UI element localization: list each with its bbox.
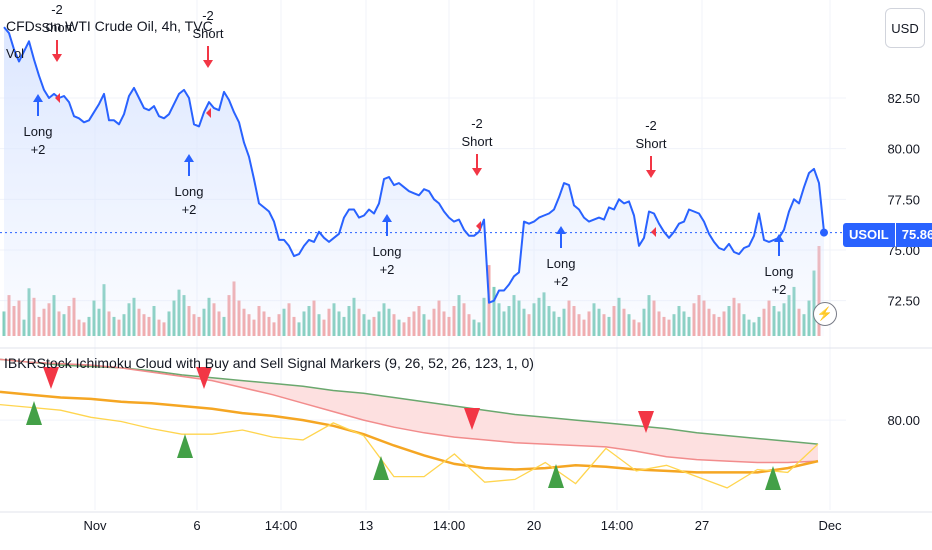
x-tick-label: 14:00 xyxy=(601,518,634,533)
volume-label: Vol xyxy=(6,46,25,61)
x-tick-label: 27 xyxy=(695,518,709,533)
indicator-title: IBKRStock Ichimoku Cloud with Buy and Se… xyxy=(4,355,534,371)
y-tick-label: 72.50 xyxy=(887,294,920,309)
short-arrow-head xyxy=(472,168,482,176)
signal-long-size: +2 xyxy=(31,142,46,157)
x-tick-label: 20 xyxy=(527,518,541,533)
short-arrow-head xyxy=(52,54,62,62)
signal-long-size: +2 xyxy=(554,274,569,289)
long-arrow-head xyxy=(382,214,392,222)
ichimoku-cloud xyxy=(0,359,818,463)
signal-short-size: -2 xyxy=(471,116,483,131)
sell-marker xyxy=(196,367,212,389)
last-price-tag: USOIL 75.86 xyxy=(843,223,932,247)
y-tick-label: 80.00 xyxy=(887,142,920,157)
signal-short-size: -2 xyxy=(645,118,657,133)
long-arrow-head xyxy=(774,234,784,242)
tenkan-line xyxy=(0,403,819,489)
x-tick-label: 6 xyxy=(193,518,200,533)
signal-short-label: Short xyxy=(192,26,223,41)
chart-title: CFDs on WTI Crude Oil, 4h, TVC xyxy=(6,18,213,34)
sell-marker xyxy=(638,411,654,433)
price-area-fill xyxy=(4,27,824,336)
price-line xyxy=(3,26,825,304)
ichimoku-indicator xyxy=(0,358,819,490)
signal-long-size: +2 xyxy=(772,282,787,297)
x-tick-label: 13 xyxy=(359,518,373,533)
ind-y-tick-label: 80.00 xyxy=(887,413,920,428)
x-tick-label: 14:00 xyxy=(265,518,298,533)
senkou-span-a-line xyxy=(0,358,819,464)
signal-long-label: Long xyxy=(373,244,402,259)
long-arrow-head xyxy=(556,226,566,234)
order-marker xyxy=(55,93,60,103)
buy-marker xyxy=(765,466,781,490)
trade-signal-markers: -2 Short Long +2 -2 Short Long +2 Long +2 -2 Short L… xyxy=(24,2,794,297)
x-tick-label: Nov xyxy=(83,518,107,533)
signal-long-size: +2 xyxy=(380,262,395,277)
price-line-series xyxy=(0,26,843,304)
sell-marker xyxy=(43,367,59,389)
long-arrow-head xyxy=(184,154,194,162)
order-marker xyxy=(651,227,656,237)
signal-short-label: Short xyxy=(461,134,492,149)
sell-marker xyxy=(464,408,480,430)
signal-long-label: Long xyxy=(24,124,53,139)
signal-long-label: Long xyxy=(547,256,576,271)
short-arrow-head xyxy=(203,60,213,68)
buy-marker xyxy=(26,401,42,425)
order-marker xyxy=(206,108,211,118)
price-tag-symbol: USOIL xyxy=(843,223,895,247)
lightning-icon[interactable]: ⚡ xyxy=(813,302,837,326)
x-tick-label: 14:00 xyxy=(433,518,466,533)
signal-short-size: -2 xyxy=(202,8,214,23)
signal-long-label: Long xyxy=(175,184,204,199)
buy-marker xyxy=(548,464,564,488)
signal-short-label: Short xyxy=(41,20,72,35)
y-tick-label: 77.50 xyxy=(887,192,920,207)
signal-long-label: Long xyxy=(765,264,794,279)
last-price-dot xyxy=(820,228,828,237)
currency-button[interactable]: USD xyxy=(885,8,925,48)
signal-short-label: Short xyxy=(635,136,666,151)
buy-marker xyxy=(177,434,193,458)
signal-long-size: +2 xyxy=(182,202,197,217)
price-area xyxy=(4,27,824,336)
kijun-line xyxy=(0,390,819,474)
price-tag-value: 75.86 xyxy=(895,223,932,247)
short-arrow-head xyxy=(646,170,656,178)
long-arrow-head xyxy=(33,94,43,102)
order-marker xyxy=(476,221,481,231)
signal-short-size: -2 xyxy=(51,2,63,17)
x-tick-label: Dec xyxy=(818,518,842,533)
buy-marker xyxy=(373,456,389,480)
y-tick-label: 82.50 xyxy=(887,91,920,106)
